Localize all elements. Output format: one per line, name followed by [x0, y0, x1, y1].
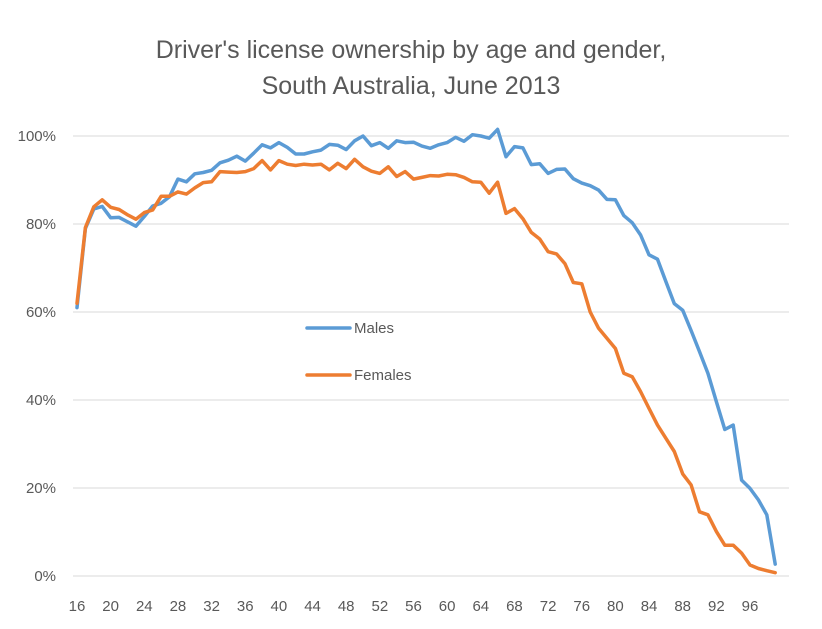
legend: Males Females — [305, 320, 412, 384]
x-tick-label: 68 — [506, 598, 523, 615]
x-tick-label: 88 — [674, 598, 691, 615]
series-line-males — [75, 127, 777, 566]
x-tick-label: 16 — [69, 598, 86, 615]
x-tick-label: 60 — [439, 598, 456, 615]
x-axis-ticks: 16 20 24 28 32 36 40 44 48 52 56 60 64 68 72 76 80 84 88 92… — [69, 598, 759, 615]
x-tick-label: 64 — [472, 598, 489, 615]
y-tick-label: 20% — [26, 480, 56, 497]
x-tick-label: 56 — [405, 598, 422, 615]
x-tick-label: 28 — [170, 598, 187, 615]
x-tick-label: 44 — [304, 598, 321, 615]
chart-title-line-1: Driver's license ownership by age and ge… — [156, 36, 667, 64]
y-tick-label: 100% — [18, 128, 56, 145]
series-line-females — [75, 157, 777, 575]
y-tick-label: 40% — [26, 392, 56, 409]
chart-title-line-2: South Australia, June 2013 — [262, 72, 561, 100]
x-tick-label: 80 — [607, 598, 624, 615]
x-tick-label: 52 — [372, 598, 389, 615]
x-tick-label: 76 — [573, 598, 590, 615]
x-tick-label: 32 — [203, 598, 220, 615]
gridlines — [73, 135, 789, 577]
y-tick-label: 80% — [26, 216, 56, 233]
y-axis-ticks: 0% 20% 40% 60% 80% 100% — [18, 128, 56, 585]
legend-label-females: Females — [354, 367, 412, 384]
y-tick-label: 0% — [34, 568, 56, 585]
x-tick-label: 92 — [708, 598, 725, 615]
x-tick-label: 20 — [102, 598, 119, 615]
x-tick-label: 24 — [136, 598, 153, 615]
x-tick-label: 48 — [338, 598, 355, 615]
x-tick-label: 36 — [237, 598, 254, 615]
x-tick-label: 40 — [271, 598, 288, 615]
y-tick-label: 60% — [26, 304, 56, 321]
x-tick-label: 96 — [742, 598, 759, 615]
series-lines — [75, 127, 777, 575]
x-tick-label: 72 — [540, 598, 557, 615]
legend-label-males: Males — [354, 320, 394, 337]
x-tick-label: 84 — [641, 598, 658, 615]
